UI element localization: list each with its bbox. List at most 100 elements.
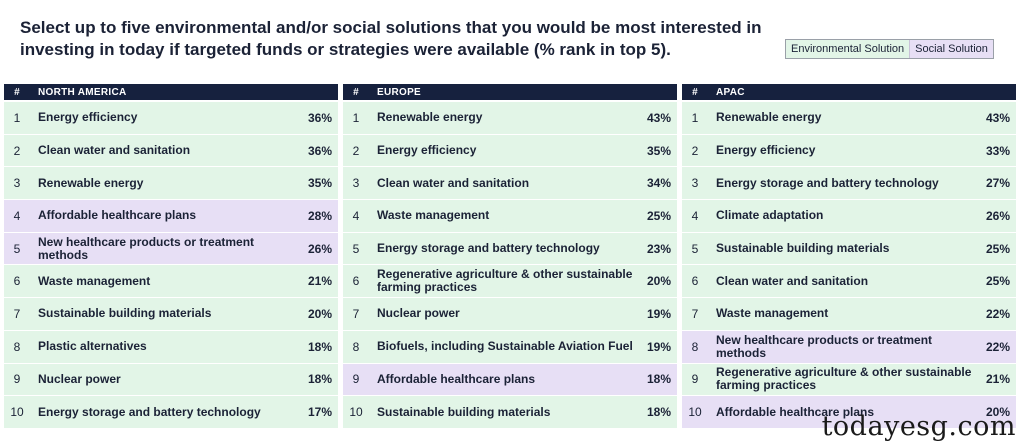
solution-label: Waste management: [38, 273, 151, 288]
solution-label: Renewable energy: [716, 110, 822, 125]
solution-label: Sustainable building materials: [377, 404, 551, 419]
rank-label: 5: [13, 241, 21, 256]
rank-label: 7: [13, 306, 21, 321]
rows: 1 Renewable energy 43% 2 Energy efficiency 35…: [343, 102, 677, 429]
legend-social: Social Solution: [909, 40, 993, 58]
rows: 1 Renewable energy 43% 2 Energy efficiency 33…: [682, 102, 1016, 429]
table-row: 9 Regenerative agriculture & other sustai…: [682, 363, 1016, 397]
solution-label: Energy storage and battery technology: [716, 175, 939, 190]
rank-label: 5: [691, 241, 699, 256]
value-label: 22%: [985, 339, 1010, 354]
solution-label: Clean water and sanitation: [38, 143, 191, 158]
value-label: 22%: [985, 306, 1010, 321]
rank-label: 2: [13, 143, 21, 158]
table-row: 9 Nuclear power 18%: [4, 363, 338, 397]
rank-label: 9: [13, 372, 21, 387]
solution-label: Waste management: [716, 306, 829, 321]
value-label: 25%: [985, 241, 1010, 256]
table-row: 1 Renewable energy 43%: [343, 102, 677, 135]
table-row: 2 Energy efficiency 35%: [343, 134, 677, 168]
rank-label: 6: [352, 274, 360, 289]
table-row: 4 Waste management 25%: [343, 200, 677, 233]
table-row: 5 Energy storage and battery technology 23…: [343, 232, 677, 266]
rank-label: 3: [352, 176, 360, 191]
table-row: 10 Energy storage and battery technology 1…: [4, 396, 338, 429]
panel-apac: # APAC 1 Renewable energy 43% 2 Energy effic…: [682, 84, 1016, 429]
panel-header: # NORTH AMERICA: [4, 84, 338, 100]
legend: Environmental Solution Social Solution: [785, 39, 994, 59]
chart-title: Select up to five environmental and/or s…: [20, 18, 762, 59]
solution-label: Renewable energy: [38, 175, 144, 190]
solution-label: Energy storage and battery technology: [38, 404, 261, 419]
panel-europe: # EUROPE 1 Renewable energy 43% 2 Energy eff…: [343, 84, 677, 429]
rank-header: #: [14, 86, 20, 98]
rank-label: 3: [13, 176, 21, 191]
solution-label: Nuclear power: [377, 306, 460, 321]
solution-label: Energy storage and battery technology: [377, 241, 600, 256]
region-label: NORTH AMERICA: [38, 86, 127, 98]
solution-label: Affordable healthcare plans: [716, 404, 875, 419]
table-row: 5 New healthcare products or treatment me…: [4, 232, 338, 266]
solution-label: New healthcare products or treatment met…: [38, 234, 255, 262]
table-row: 5 Sustainable building materials 25%: [682, 232, 1016, 266]
value-label: 34%: [646, 176, 671, 191]
value-label: 36%: [307, 110, 332, 125]
panel-north-america: # NORTH AMERICA 1 Energy efficiency 36% 2 Cl…: [4, 84, 338, 429]
table-row: 6 Waste management 21%: [4, 265, 338, 299]
value-label: 35%: [307, 176, 332, 191]
value-label: 26%: [985, 208, 1010, 223]
value-label: 27%: [985, 176, 1010, 191]
solution-label: Energy efficiency: [38, 110, 138, 125]
table-row: 4 Affordable healthcare plans 28%: [4, 200, 338, 233]
table-row: 2 Energy efficiency 33%: [682, 134, 1016, 168]
panel-header: # APAC: [682, 84, 1016, 100]
value-label: 36%: [307, 143, 332, 158]
watermark: todayesg.com: [821, 411, 1016, 442]
solution-label: Renewable energy: [377, 110, 483, 125]
table-row: 6 Regenerative agriculture & other sustai…: [343, 265, 677, 299]
value-label: 21%: [307, 274, 332, 289]
value-label: 20%: [307, 306, 332, 321]
rank-label: 2: [352, 143, 360, 158]
rank-label: 4: [352, 208, 360, 223]
solution-label: Nuclear power: [38, 371, 121, 386]
table-row: 10 Affordable healthcare plans 20%: [682, 396, 1016, 429]
rank-header: #: [353, 86, 359, 98]
value-label: 19%: [646, 339, 671, 354]
value-label: 28%: [307, 208, 332, 223]
value-label: 43%: [985, 110, 1010, 125]
value-label: 25%: [985, 274, 1010, 289]
value-label: 33%: [985, 143, 1010, 158]
table-row: 1 Renewable energy 43%: [682, 102, 1016, 135]
legend-environmental: Environmental Solution: [786, 40, 910, 58]
table-row: 2 Clean water and sanitation 36%: [4, 134, 338, 168]
table-row: 7 Nuclear power 19%: [343, 298, 677, 331]
table-row: 3 Renewable energy 35%: [4, 167, 338, 201]
table-row: 7 Sustainable building materials 20%: [4, 298, 338, 331]
solution-label: Climate adaptation: [716, 208, 824, 223]
table-row: 8 Biofuels, including Sustainable Aviatio…: [343, 330, 677, 364]
rank-label: 1: [691, 110, 699, 125]
solution-label: New healthcare products or treatment met…: [716, 332, 933, 360]
rank-label: 5: [352, 241, 360, 256]
value-label: 17%: [307, 405, 332, 420]
rank-label: 10: [349, 405, 363, 420]
value-label: 18%: [307, 339, 332, 354]
table-row: 7 Waste management 22%: [682, 298, 1016, 331]
rank-label: 7: [352, 306, 360, 321]
rank-label: 7: [691, 306, 699, 321]
value-label: 18%: [307, 372, 332, 387]
rank-label: 10: [688, 405, 702, 420]
solution-label: Regenerative agriculture & other sustain…: [716, 365, 972, 393]
rank-label: 8: [352, 339, 360, 354]
table-row: 8 New healthcare products or treatment me…: [682, 330, 1016, 364]
solution-label: Affordable healthcare plans: [377, 371, 536, 386]
solution-label: Regenerative agriculture & other sustain…: [377, 267, 633, 295]
rows: 1 Energy efficiency 36% 2 Clean water and sa…: [4, 102, 338, 429]
table-row: 6 Clean water and sanitation 25%: [682, 265, 1016, 299]
solution-label: Energy efficiency: [716, 143, 816, 158]
value-label: 25%: [646, 208, 671, 223]
panel-header: # EUROPE: [343, 84, 677, 100]
solution-label: Plastic alternatives: [38, 339, 147, 354]
rank-label: 8: [691, 339, 699, 354]
